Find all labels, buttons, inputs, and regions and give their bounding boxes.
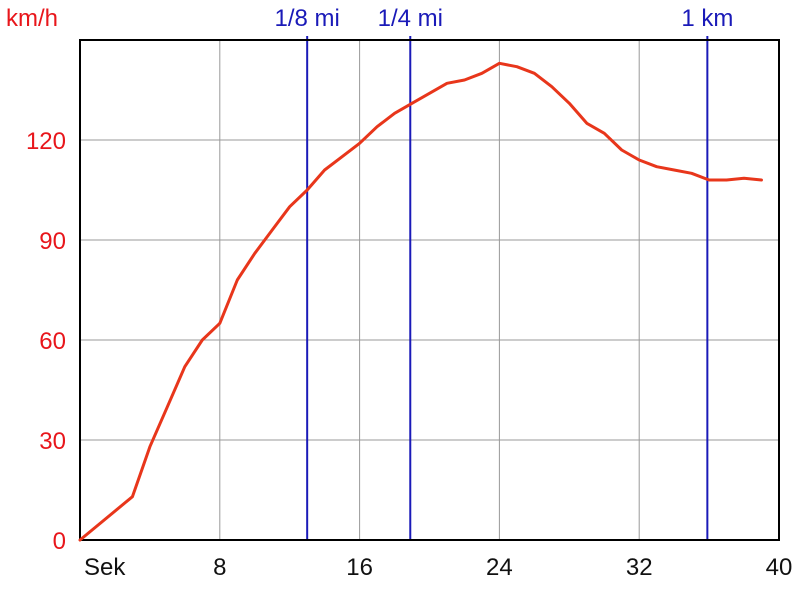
marker-label: 1 km xyxy=(681,5,733,32)
y-tick-label: 60 xyxy=(39,328,66,355)
marker-labels: 1/8 mi 1/4 mi 1 km xyxy=(274,5,733,32)
y-tick-label: 0 xyxy=(53,528,66,555)
y-tick-label: 30 xyxy=(39,428,66,455)
x-axis-name-label: Sek xyxy=(84,554,126,581)
y-tick-label: 90 xyxy=(39,228,66,255)
x-tick-labels: 8 16 24 32 40 xyxy=(213,554,792,581)
speed-line xyxy=(78,61,763,542)
plot-frame xyxy=(79,39,780,541)
x-tick-label: 24 xyxy=(486,554,513,581)
marker-label: 1/8 mi xyxy=(274,5,339,32)
x-tick-label: 32 xyxy=(626,554,653,581)
y-tick-labels: 0 30 60 90 120 xyxy=(26,128,66,555)
y-tick-label: 120 xyxy=(26,128,66,155)
x-tick-label: 8 xyxy=(213,554,226,581)
y-axis-unit-label: km/h xyxy=(6,5,58,32)
distance-markers xyxy=(306,36,709,540)
marker-label: 1/4 mi xyxy=(378,5,443,32)
x-tick-label: 40 xyxy=(766,554,793,581)
grid-lines xyxy=(80,40,779,540)
x-tick-label: 16 xyxy=(346,554,373,581)
